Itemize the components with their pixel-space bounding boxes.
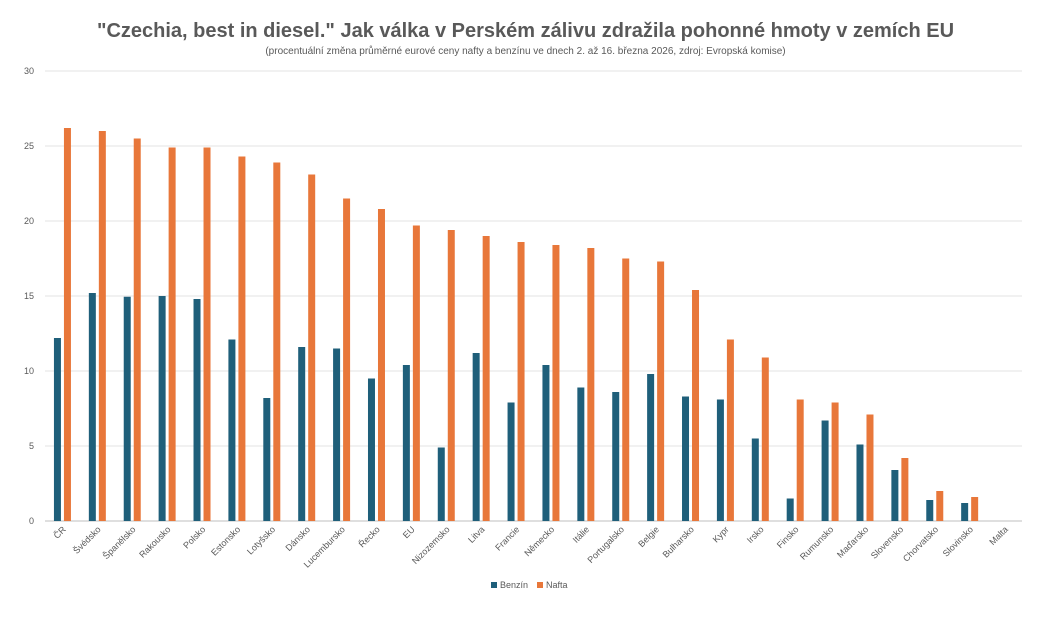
bar-benzn-11 xyxy=(437,447,445,521)
y-tick-label: 30 xyxy=(24,66,34,76)
bar-nafta-9 xyxy=(377,209,385,521)
bar-nafta-21 xyxy=(796,399,804,521)
y-tick-label: 20 xyxy=(24,216,34,226)
bar-benzn-2 xyxy=(123,296,131,521)
legend-swatch xyxy=(491,582,497,588)
bar-benzn-20 xyxy=(751,438,759,521)
bar-benzn-4 xyxy=(193,299,201,521)
x-tick-label: Maďarsko xyxy=(835,524,870,559)
x-tick-label: Slovinsko xyxy=(941,524,975,558)
x-tick-label: Estonsko xyxy=(209,524,242,557)
x-tick-label: Malta xyxy=(987,524,1010,547)
x-tick-label: ČR xyxy=(52,524,69,541)
y-tick-label: 0 xyxy=(29,516,34,526)
bar-benzn-6 xyxy=(263,398,271,521)
bar-benzn-19 xyxy=(716,399,724,521)
x-tick-label: Chorvatsko xyxy=(901,524,940,563)
bar-nafta-20 xyxy=(761,357,769,521)
x-tick-label: Švédsko xyxy=(71,524,102,555)
x-tick-label: Irsko xyxy=(745,524,766,545)
bar-nafta-26 xyxy=(971,497,979,521)
bar-benzn-14 xyxy=(542,365,550,521)
bar-benzn-0 xyxy=(53,338,61,521)
x-tick-label: Litva xyxy=(466,524,487,545)
x-tick-label: Rumunsko xyxy=(798,524,835,561)
x-tick-label: Slovensko xyxy=(869,524,905,560)
x-tick-label: Portugalsko xyxy=(585,524,626,565)
bar-benzn-15 xyxy=(577,387,585,521)
bar-benzn-21 xyxy=(786,498,794,521)
bar-benzn-8 xyxy=(333,348,341,521)
bar-benzn-13 xyxy=(507,402,515,521)
chart-title: "Czechia, best in diesel." Jak válka v P… xyxy=(96,20,955,42)
bar-nafta-3 xyxy=(168,147,176,521)
bar-nafta-8 xyxy=(343,198,351,521)
bar-benzn-3 xyxy=(158,296,166,521)
x-tick-label: Lotyšsko xyxy=(245,524,277,556)
x-tick-label: Kypr xyxy=(711,524,731,544)
bar-nafta-17 xyxy=(657,261,665,521)
y-tick-label: 10 xyxy=(24,366,34,376)
bar-nafta-22 xyxy=(831,402,839,521)
bar-benzn-7 xyxy=(298,347,306,521)
x-tick-label: Řecko xyxy=(357,524,382,549)
bar-nafta-10 xyxy=(412,225,420,521)
bar-nafta-14 xyxy=(552,245,560,521)
bar-benzn-12 xyxy=(472,353,480,521)
x-tick-label: Belgie xyxy=(636,524,661,549)
chart-subtitle: (procentuální změna průměrné eurové ceny… xyxy=(265,46,786,57)
legend-label: Nafta xyxy=(546,580,568,590)
bar-nafta-6 xyxy=(273,162,281,521)
x-tick-label: Bulharsko xyxy=(661,524,696,559)
bar-nafta-7 xyxy=(308,174,316,521)
x-tick-label: Rakousko xyxy=(137,524,172,559)
bar-nafta-24 xyxy=(901,458,909,521)
x-tick-label: Nizozemsko xyxy=(410,524,452,566)
bar-benzn-1 xyxy=(88,293,96,521)
bar-nafta-18 xyxy=(692,290,700,521)
legend-swatch xyxy=(537,582,543,588)
bar-nafta-13 xyxy=(517,242,525,521)
bar-benzn-17 xyxy=(647,374,655,521)
bar-nafta-25 xyxy=(936,491,944,521)
legend-label: Benzín xyxy=(500,580,528,590)
bar-nafta-16 xyxy=(622,258,630,521)
bar-nafta-0 xyxy=(63,128,71,521)
x-tick-label: Dánsko xyxy=(283,524,312,553)
bar-nafta-11 xyxy=(447,230,455,521)
bar-benzn-23 xyxy=(856,444,864,521)
x-tick-label: EU xyxy=(401,524,417,540)
bar-benzn-25 xyxy=(926,500,934,521)
x-tick-label: Francie xyxy=(493,524,521,552)
bar-nafta-2 xyxy=(133,138,141,521)
y-tick-label: 5 xyxy=(29,441,34,451)
bar-benzn-24 xyxy=(891,470,899,521)
bar-benzn-22 xyxy=(821,420,829,521)
x-tick-label: Finsko xyxy=(775,524,801,550)
x-tick-label: Polsko xyxy=(181,524,207,550)
bar-benzn-10 xyxy=(402,365,410,521)
y-tick-label: 15 xyxy=(24,291,34,301)
bar-nafta-5 xyxy=(238,156,246,521)
bar-benzn-5 xyxy=(228,339,236,521)
bar-nafta-4 xyxy=(203,147,211,521)
x-tick-label: Německo xyxy=(522,524,556,558)
bar-nafta-1 xyxy=(98,131,106,521)
bar-nafta-23 xyxy=(866,414,874,521)
bar-benzn-9 xyxy=(367,378,375,521)
x-tick-label: Itálie xyxy=(571,524,592,545)
bar-benzn-16 xyxy=(612,392,620,521)
bar-benzn-26 xyxy=(961,503,969,521)
bar-nafta-19 xyxy=(726,339,734,521)
y-tick-label: 25 xyxy=(24,141,34,151)
bar-nafta-12 xyxy=(482,236,490,521)
x-tick-label: Španělsko xyxy=(101,524,138,561)
bar-benzn-18 xyxy=(682,396,690,521)
bar-nafta-15 xyxy=(587,248,595,521)
